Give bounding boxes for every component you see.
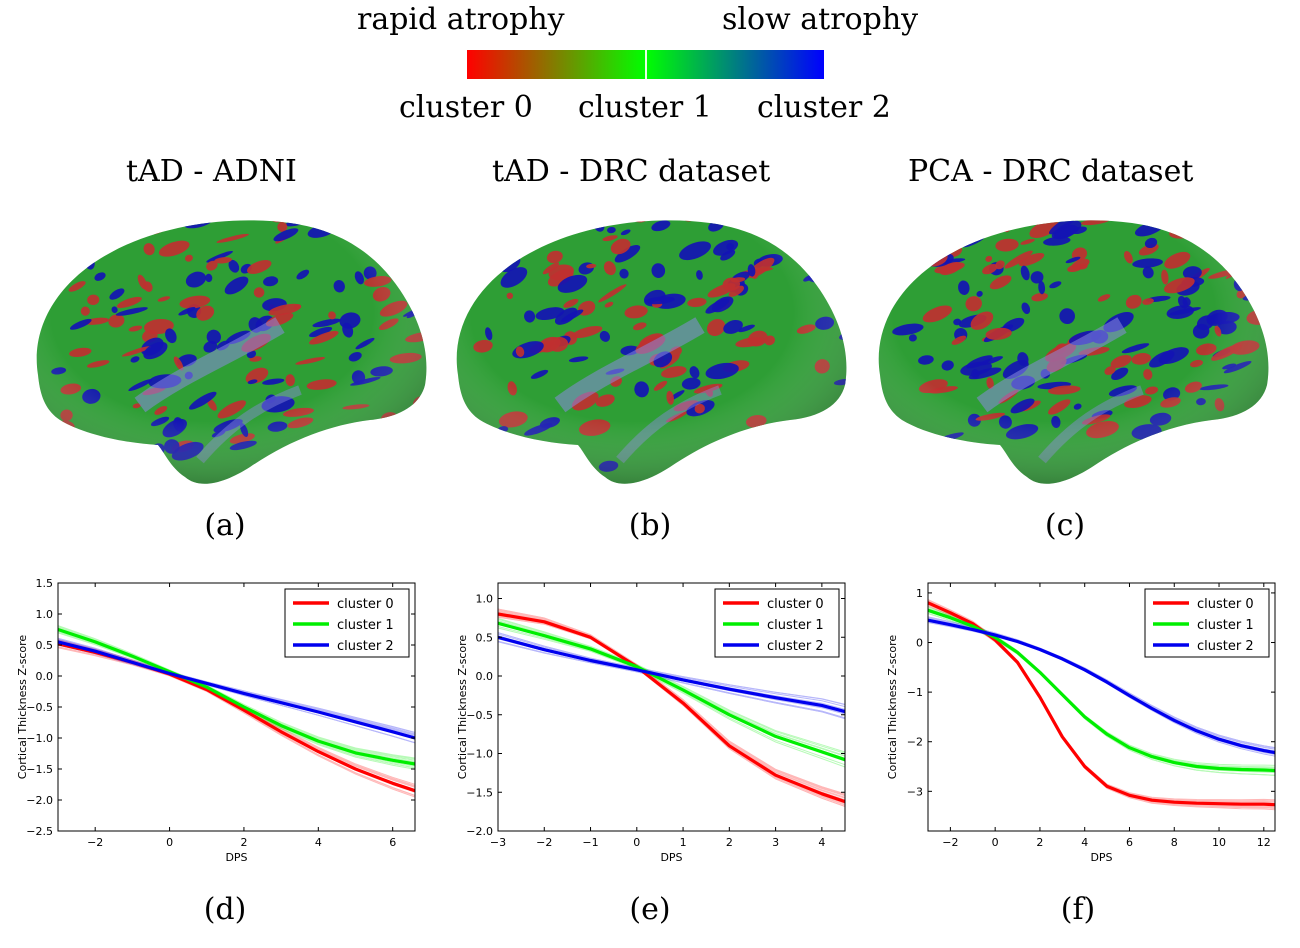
y-axis-label: Cortical Thickness Z-score — [456, 635, 469, 780]
series-line-cluster-2 — [497, 635, 846, 714]
y-tick-label: 0.0 — [476, 670, 494, 683]
x-tick-label: 2 — [240, 836, 247, 849]
x-tick-label: 4 — [818, 836, 825, 849]
y-tick-label: −2.5 — [26, 825, 53, 838]
y-tick-label: −1.5 — [26, 763, 53, 776]
x-tick-label: 4 — [315, 836, 322, 849]
x-tick-label: −2 — [87, 836, 103, 849]
x-tick-label: 8 — [1171, 836, 1178, 849]
brain-title-c: PCA - DRC dataset — [908, 154, 1194, 189]
x-axis-label: DPS — [225, 851, 247, 864]
x-tick-label: 4 — [1081, 836, 1088, 849]
plot-e: 1.0 0.5 0.0 −0.5 −1.0 −1.5 −2.0 −3 −2 −1 0 1 2 3 4 DPS C… — [440, 575, 870, 875]
x-tick-label: 6 — [1126, 836, 1133, 849]
y-tick-label: 0 — [916, 637, 923, 650]
legend-label: cluster 0 — [1197, 597, 1254, 612]
brain-title-a: tAD - ADNI — [126, 154, 297, 189]
brain-surface-a — [30, 205, 430, 490]
legend-label: cluster 1 — [337, 618, 394, 633]
brain-title-b: tAD - DRC dataset — [492, 154, 771, 189]
legend-label: cluster 2 — [337, 639, 394, 654]
legend-label: cluster 2 — [1197, 639, 1254, 654]
colorbar-right-label: slow atrophy — [722, 2, 919, 37]
brain-surface-b — [450, 205, 855, 490]
y-tick-label: 1.0 — [36, 608, 54, 621]
caption-d: (d) — [203, 892, 247, 927]
plot-svg-d: 1.5 1.0 0.5 0.0 −0.5 −1.0 −1.5 −2.0 −2.5 −2 0 2 4 6 DP… — [16, 577, 416, 864]
x-axis-label: DPS — [660, 851, 682, 864]
x-tick-label: 10 — [1212, 836, 1226, 849]
colorbar-left-label: rapid atrophy — [357, 2, 565, 37]
colorbar-separator — [645, 50, 647, 79]
series-line-cluster-1 — [497, 621, 846, 762]
y-tick-label: −2.0 — [26, 794, 53, 807]
y-tick-label: 0.5 — [36, 639, 54, 652]
legend-label: cluster 2 — [767, 639, 824, 654]
plot-frame — [497, 582, 846, 832]
x-tick-label: 12 — [1257, 836, 1271, 849]
legend-label: cluster 0 — [767, 597, 824, 612]
plot-d: 1.5 1.0 0.5 0.0 −0.5 −1.0 −1.5 −2.0 −2.5 −2 0 2 4 6 DP… — [0, 575, 440, 875]
y-tick-label: −1 — [907, 686, 923, 699]
y-tick-label: −1.5 — [466, 786, 493, 799]
x-tick-label: −2 — [942, 836, 958, 849]
plot-f: 1 0 −1 −2 −3 −2 0 2 4 6 8 10 12 DPS Cortical Thickness… — [870, 575, 1300, 875]
x-tick-label: −3 — [490, 836, 506, 849]
x-tick-label: 3 — [772, 836, 779, 849]
x-tick-label: −2 — [536, 836, 552, 849]
x-tick-label: −1 — [582, 836, 598, 849]
colorbar-cluster-1: cluster 1 — [578, 90, 712, 125]
x-axis-label: DPS — [1090, 851, 1112, 864]
caption-c: (c) — [1044, 508, 1086, 543]
legend-label: cluster 1 — [1197, 618, 1254, 633]
caption-b: (b) — [628, 508, 672, 543]
brain-surface-c — [872, 205, 1277, 490]
colorbar-cluster-2: cluster 2 — [757, 90, 891, 125]
x-tick-label: 2 — [1036, 836, 1043, 849]
y-tick-label: −0.5 — [466, 709, 493, 722]
y-tick-label: −1.0 — [26, 732, 53, 745]
y-tick-label: 0.5 — [476, 631, 494, 644]
x-tick-label: 0 — [633, 836, 640, 849]
colorbar-cluster-0: cluster 0 — [399, 90, 533, 125]
x-tick-label: 2 — [726, 836, 733, 849]
y-tick-label: 1.0 — [476, 593, 494, 606]
y-tick-label: 1 — [916, 587, 923, 600]
series-line-cluster-1 — [57, 627, 416, 766]
series-line-cluster-2 — [57, 640, 416, 740]
legend-label: cluster 1 — [767, 618, 824, 633]
y-tick-label: 1.5 — [36, 577, 54, 590]
caption-f: (f) — [1060, 892, 1096, 927]
x-tick-label: 6 — [389, 836, 396, 849]
x-tick-label: 0 — [166, 836, 173, 849]
plot-frame — [927, 582, 1276, 832]
brain-svg-a — [36, 220, 427, 484]
brain-svg-c — [878, 220, 1269, 484]
x-tick-label: 0 — [992, 836, 999, 849]
y-axis-label: Cortical Thickness Z-score — [886, 635, 899, 780]
y-tick-label: 0.0 — [36, 670, 54, 683]
caption-a: (a) — [204, 508, 246, 543]
colorbar — [467, 50, 824, 79]
plot-svg-e: 1.0 0.5 0.0 −0.5 −1.0 −1.5 −2.0−3 −2 −1 0 1 2 3 4 DPS C… — [456, 582, 846, 864]
y-tick-label: −0.5 — [26, 701, 53, 714]
series-line-cluster-2 — [927, 618, 1276, 755]
y-tick-label: −3 — [907, 785, 923, 798]
x-tick-label: 1 — [680, 836, 687, 849]
caption-e: (e) — [629, 892, 671, 927]
y-tick-label: −2.0 — [466, 825, 493, 838]
legend-label: cluster 0 — [337, 597, 394, 612]
brain-svg-b — [456, 220, 847, 484]
series-line-cluster-0 — [497, 612, 846, 804]
y-tick-label: −1.0 — [466, 748, 493, 761]
y-tick-label: −2 — [907, 736, 923, 749]
y-axis-label: Cortical Thickness Z-score — [16, 635, 29, 780]
